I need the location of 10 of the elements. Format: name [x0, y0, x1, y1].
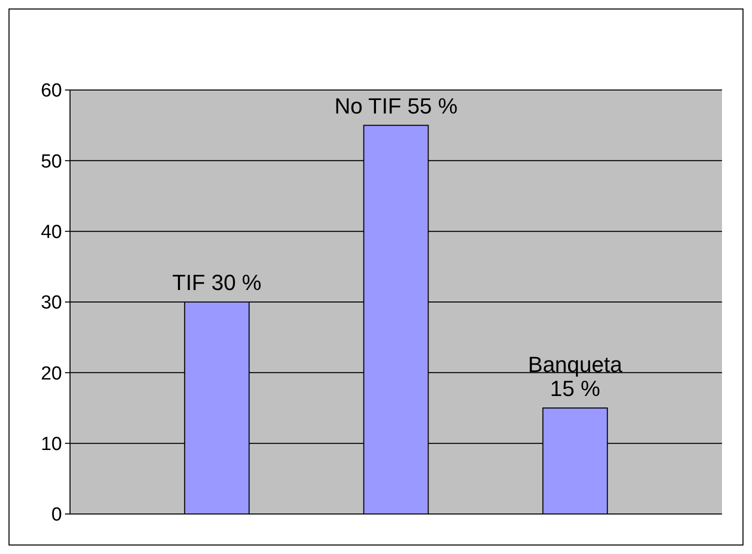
y-tick-label: 0	[51, 504, 62, 526]
y-tick-label: 30	[40, 292, 62, 314]
data-label: TIF 30 %	[172, 270, 262, 295]
y-tick-label: 50	[40, 151, 62, 172]
data-label: No TIF 55 %	[334, 93, 458, 118]
y-tick-label: 40	[40, 222, 62, 243]
data-label: Banqueta 15 %	[528, 352, 623, 401]
y-tick-label: 20	[40, 363, 62, 384]
y-tick-label: 10	[40, 434, 62, 455]
y-tick-label: 60	[40, 80, 62, 102]
